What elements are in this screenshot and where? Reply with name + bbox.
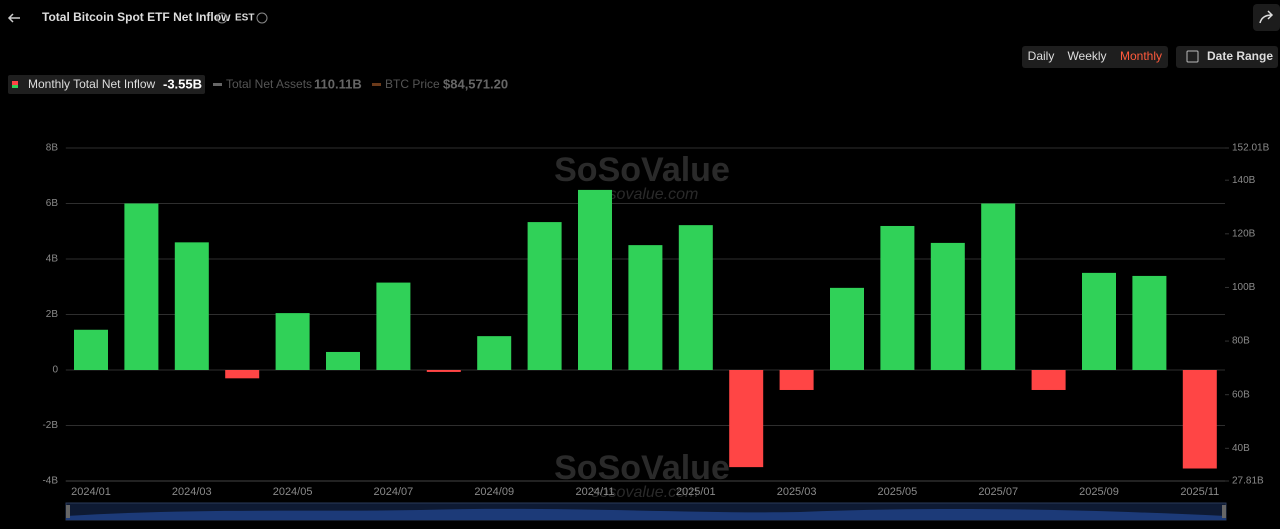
y2-tick-label: 100B <box>1232 282 1256 293</box>
x-tick-label: 2025/05 <box>878 486 918 498</box>
x-tick-label: 2025/09 <box>1079 486 1119 498</box>
y-tick-label: 2B <box>46 309 59 320</box>
navigator-area <box>66 508 1226 520</box>
x-tick-label: 2024/03 <box>172 486 212 498</box>
period-option[interactable]: Weekly <box>1067 49 1106 63</box>
legend-swatch <box>12 81 18 85</box>
share-icon <box>1259 10 1274 24</box>
bar <box>426 370 461 372</box>
legend-swatch <box>12 85 18 88</box>
x-tick-label: 2024/11 <box>576 486 615 498</box>
y2-tick-label: 80B <box>1232 336 1250 347</box>
y-tick-label: -2B <box>42 420 58 431</box>
bar <box>74 329 108 370</box>
bar <box>1132 275 1167 370</box>
x-tick-label: 2025/03 <box>777 486 817 498</box>
bar <box>628 245 663 370</box>
bar <box>225 370 260 379</box>
y2-tick-label: 140B <box>1232 175 1256 186</box>
info-icon[interactable] <box>216 12 228 24</box>
bar <box>275 313 310 370</box>
y2-tick-label: 40B <box>1232 443 1250 454</box>
x-tick-label: 2025/01 <box>676 486 716 498</box>
bar <box>880 225 915 370</box>
bar <box>477 336 512 370</box>
bar <box>981 203 1016 370</box>
x-tick-label: 2025/07 <box>978 486 1018 498</box>
bar <box>678 225 713 370</box>
legend-swatch <box>213 83 222 86</box>
bar <box>779 370 814 390</box>
page-title: Total Bitcoin Spot ETF Net Inflow <box>42 10 231 24</box>
watermark: sosovalue.com <box>592 186 699 203</box>
timezone: EST <box>235 13 254 24</box>
legend-label: Total Net Assets <box>226 77 312 91</box>
bar <box>527 222 562 370</box>
bar <box>578 189 612 370</box>
y-tick-label: 8B <box>46 143 59 154</box>
legend-value: 110.11B <box>314 76 362 91</box>
y-tick-label: -4B <box>42 476 58 487</box>
x-tick-label: 2024/05 <box>273 486 313 498</box>
period-option[interactable]: Daily <box>1028 49 1055 63</box>
legend-label: Monthly Total Net Inflow <box>28 77 156 91</box>
x-tick-label: 2025/11 <box>1180 486 1219 498</box>
date-range-label[interactable]: Date Range <box>1207 49 1273 63</box>
x-tick-label: 2024/07 <box>374 486 414 498</box>
period-option[interactable]: Monthly <box>1120 49 1162 63</box>
y-tick-label: 4B <box>46 254 59 265</box>
calendar-icon <box>1186 50 1199 63</box>
legend-swatch <box>372 83 381 86</box>
bar <box>930 242 965 370</box>
bar <box>1082 272 1116 370</box>
bar <box>729 370 764 468</box>
legend-label: BTC Price <box>385 77 440 91</box>
period-toggle <box>1022 46 1168 68</box>
y-tick-label: 6B <box>46 198 59 209</box>
bar <box>1182 370 1217 469</box>
bar <box>830 287 864 370</box>
navigator-handle[interactable] <box>66 505 70 518</box>
watermark: SoSoValue <box>554 151 730 189</box>
x-tick-label: 2024/09 <box>474 486 514 498</box>
legend-box <box>8 75 205 94</box>
share-button[interactable] <box>1253 4 1280 31</box>
legend-value: -3.55B <box>163 76 202 91</box>
bar <box>124 203 159 370</box>
bar <box>174 242 209 370</box>
info-icon[interactable] <box>256 12 268 24</box>
watermark: sosovalue.com <box>592 484 699 501</box>
back-button[interactable] <box>7 13 20 23</box>
bar <box>1031 370 1066 390</box>
y2-tick-label: 152.01B <box>1232 143 1270 154</box>
x-tick-label: 2024/01 <box>71 486 111 498</box>
y-tick-label: 0 <box>52 365 58 376</box>
y2-tick-label: 60B <box>1232 389 1250 400</box>
y2-tick-label: 120B <box>1232 228 1256 239</box>
navigator-handle[interactable] <box>1222 505 1226 518</box>
bar <box>376 282 411 370</box>
y2-tick-label: 27.81B <box>1232 476 1264 487</box>
date-range-button[interactable] <box>1176 46 1278 68</box>
bar <box>326 351 360 370</box>
legend-value: $84,571.20 <box>443 76 508 91</box>
